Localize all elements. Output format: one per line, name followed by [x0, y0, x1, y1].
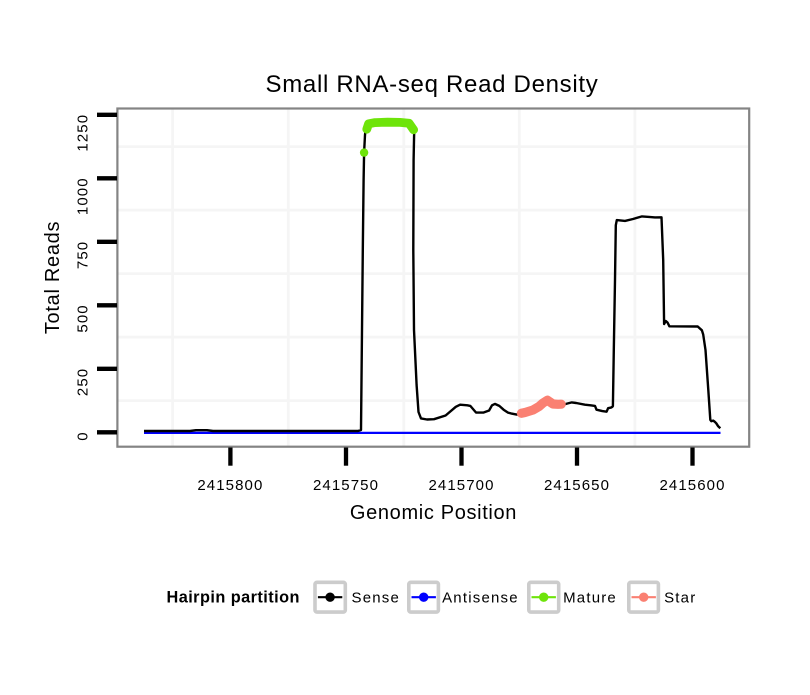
svg-text:Star: Star [664, 590, 696, 607]
svg-text:1000: 1000 [75, 177, 92, 215]
svg-text:2415750: 2415750 [313, 477, 379, 494]
svg-text:Total Reads: Total Reads [42, 221, 64, 334]
svg-text:Hairpin partition: Hairpin partition [167, 589, 300, 607]
svg-text:2415800: 2415800 [197, 477, 263, 494]
svg-text:2415600: 2415600 [659, 477, 725, 494]
svg-text:500: 500 [75, 304, 92, 332]
svg-text:Small RNA-seq Read Density: Small RNA-seq Read Density [266, 71, 599, 98]
svg-text:2415650: 2415650 [544, 477, 610, 494]
svg-text:250: 250 [75, 368, 92, 396]
svg-text:Antisense: Antisense [442, 590, 519, 607]
svg-text:Sense: Sense [352, 590, 401, 607]
svg-text:1250: 1250 [75, 114, 92, 152]
svg-text:750: 750 [75, 241, 92, 269]
svg-text:2415700: 2415700 [428, 477, 494, 494]
svg-text:Mature: Mature [563, 590, 617, 607]
svg-text:0: 0 [75, 431, 92, 440]
svg-text:Genomic Position: Genomic Position [350, 502, 517, 524]
